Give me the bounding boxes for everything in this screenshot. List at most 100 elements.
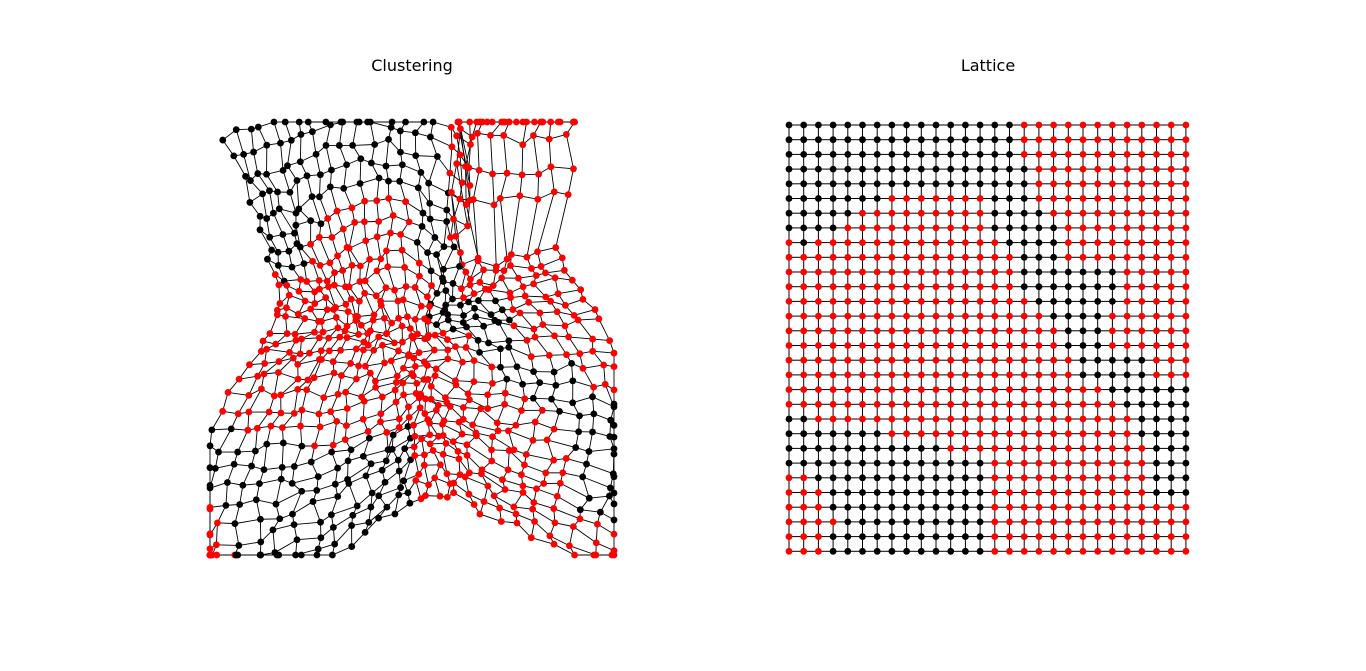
lattice-node-black bbox=[1167, 445, 1175, 452]
lattice-node-red bbox=[932, 253, 940, 261]
clustering-node-black bbox=[610, 500, 618, 508]
clustering-edge bbox=[557, 495, 581, 511]
lattice-node-red bbox=[1167, 209, 1175, 217]
lattice-node-red bbox=[962, 253, 969, 261]
clustering-node-black bbox=[251, 447, 259, 455]
lattice-node-red bbox=[815, 547, 822, 555]
clustering-node-red bbox=[469, 421, 477, 429]
lattice-node-red bbox=[1123, 298, 1131, 305]
clustering-edge bbox=[537, 191, 555, 252]
clustering-node-black bbox=[334, 493, 342, 500]
lattice-node-red bbox=[785, 298, 793, 305]
lattice-node-red bbox=[1035, 180, 1043, 188]
clustering-edge bbox=[565, 134, 574, 169]
lattice-node-black bbox=[932, 533, 940, 540]
clustering-node-red bbox=[266, 330, 274, 337]
lattice-node-black bbox=[844, 518, 852, 526]
lattice-node-black bbox=[1035, 283, 1043, 291]
clustering-node-red bbox=[307, 305, 315, 313]
clustering-node-red bbox=[333, 207, 341, 215]
lattice-node-red bbox=[1138, 533, 1146, 540]
lattice-node-black bbox=[815, 474, 822, 482]
clustering-node-black bbox=[292, 551, 300, 559]
clustering-node-red bbox=[457, 249, 464, 256]
lattice-node-red bbox=[1123, 342, 1131, 349]
lattice-node-red bbox=[1153, 283, 1160, 291]
lattice-node-red bbox=[815, 283, 822, 291]
clustering-node-black bbox=[433, 251, 440, 259]
lattice-node-red bbox=[844, 342, 852, 349]
clustering-node-red bbox=[542, 269, 549, 277]
lattice-node-red bbox=[1138, 312, 1146, 320]
lattice-node-red bbox=[1138, 239, 1146, 247]
clustering-node-red bbox=[484, 405, 492, 412]
clustering-node-red bbox=[353, 375, 360, 383]
clustering-node-black bbox=[394, 456, 402, 464]
lattice-node-black bbox=[932, 445, 940, 452]
clustering-node-black bbox=[395, 467, 403, 475]
clustering-node-black bbox=[293, 536, 301, 544]
clustering-node-red bbox=[547, 297, 554, 305]
lattice-node-red bbox=[1182, 268, 1190, 276]
clustering-panel: Clustering bbox=[192, 0, 632, 671]
lattice-node-red bbox=[1064, 165, 1072, 173]
lattice-node-red bbox=[1123, 195, 1131, 202]
lattice-node-red bbox=[1109, 180, 1116, 188]
clustering-edge bbox=[234, 523, 240, 546]
lattice-node-red bbox=[800, 386, 808, 393]
clustering-node-black bbox=[388, 445, 396, 453]
lattice-node-red bbox=[1094, 136, 1102, 144]
clustering-node-black bbox=[388, 118, 396, 126]
clustering-node-black bbox=[418, 223, 426, 230]
lattice-node-red bbox=[1109, 209, 1116, 217]
clustering-node-black bbox=[308, 193, 316, 201]
lattice-node-red bbox=[962, 209, 969, 217]
lattice-node-red bbox=[976, 253, 984, 261]
lattice-node-black bbox=[873, 430, 881, 438]
clustering-node-red bbox=[214, 519, 221, 527]
lattice-node-red bbox=[991, 400, 999, 408]
lattice-node-red bbox=[976, 283, 984, 291]
clustering-node-black bbox=[556, 407, 563, 415]
lattice-node-red bbox=[859, 312, 866, 320]
lattice-node-red bbox=[785, 503, 793, 511]
clustering-node-red bbox=[456, 195, 464, 203]
clustering-node-red bbox=[352, 345, 360, 353]
clustering-edge bbox=[332, 546, 352, 556]
clustering-node-red bbox=[519, 141, 527, 149]
lattice-node-red bbox=[1153, 327, 1160, 335]
clustering-node-red bbox=[498, 274, 506, 282]
clustering-node-red bbox=[492, 267, 500, 274]
clustering-edge bbox=[553, 543, 575, 556]
lattice-node-red bbox=[873, 239, 881, 247]
clustering-node-red bbox=[294, 310, 302, 318]
lattice-node-red bbox=[932, 356, 940, 364]
lattice-node-black bbox=[888, 165, 896, 173]
lattice-node-black bbox=[1153, 400, 1160, 408]
lattice-node-red bbox=[947, 298, 955, 305]
lattice-node-red bbox=[1006, 474, 1013, 482]
clustering-node-red bbox=[431, 372, 439, 380]
lattice-node-red bbox=[1109, 165, 1116, 173]
clustering-node-red bbox=[518, 171, 526, 179]
clustering-node-red bbox=[336, 333, 344, 341]
clustering-edge bbox=[546, 439, 555, 461]
clustering-node-red bbox=[450, 479, 458, 487]
clustering-node-red bbox=[276, 300, 284, 307]
clustering-node-black bbox=[298, 442, 306, 450]
clustering-node-red bbox=[458, 430, 466, 438]
clustering-node-black bbox=[349, 142, 357, 149]
lattice-node-red bbox=[947, 356, 955, 364]
lattice-node-black bbox=[829, 151, 837, 158]
clustering-node-black bbox=[266, 187, 273, 195]
lattice-node-black bbox=[1050, 253, 1057, 261]
lattice-node-black bbox=[859, 180, 866, 188]
clustering-node-red bbox=[436, 461, 444, 469]
clustering-node-red bbox=[447, 188, 455, 196]
lattice-node-red bbox=[1094, 503, 1102, 511]
lattice-node-black bbox=[1167, 386, 1175, 393]
clustering-node-black bbox=[472, 313, 480, 321]
clustering-edge bbox=[319, 174, 321, 197]
clustering-node-red bbox=[342, 300, 350, 308]
lattice-node-red bbox=[1035, 430, 1043, 438]
